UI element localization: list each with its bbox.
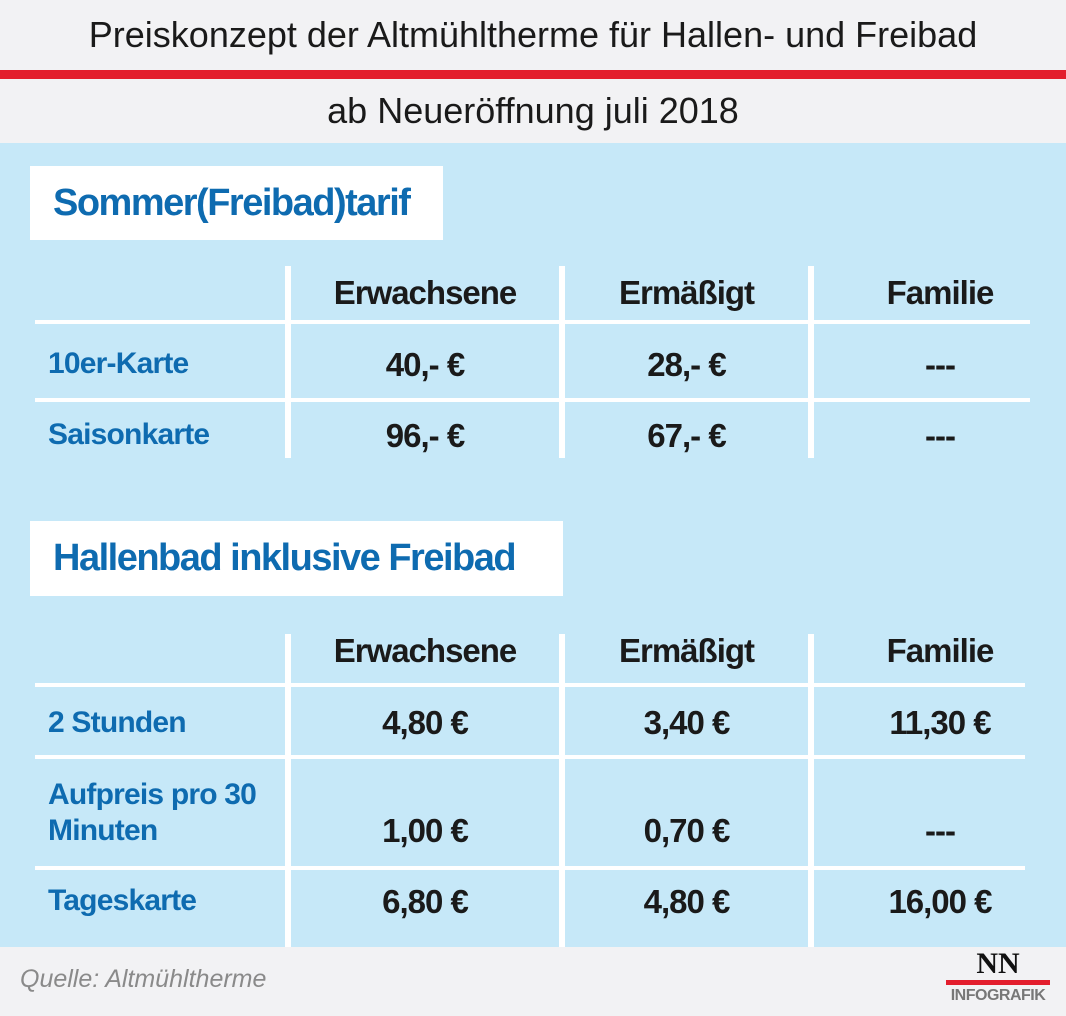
row-label: Saisonkarte: [48, 418, 210, 451]
price-cell: 3,40 €: [643, 704, 731, 741]
logo-top: NN: [976, 947, 1020, 980]
grid-line: [35, 398, 1030, 402]
source-note: Quelle: Altmühltherme: [20, 965, 267, 993]
grid-line: [35, 755, 1025, 759]
logo-bottom: INFOGRAFIK: [950, 987, 1046, 1004]
price-cell: 4,80 €: [382, 704, 469, 741]
grid-line: [35, 683, 1025, 687]
price-cell: ---: [925, 346, 956, 383]
row-label: 2 Stunden: [48, 706, 187, 739]
column-header: Ermäßigt: [618, 632, 755, 669]
price-cell: 67,- €: [647, 417, 726, 454]
grid-line: [285, 266, 291, 458]
price-cell: 4,80 €: [643, 883, 731, 920]
column-header: Erwachsene: [333, 632, 518, 669]
row-label: Aufpreis pro 30 Minuten: [48, 778, 257, 847]
logo-red-bar: [946, 980, 1050, 985]
grid-line: [35, 320, 1030, 324]
column-header: Familie: [886, 632, 995, 669]
price-cell: 16,00 €: [888, 883, 992, 920]
subtitle: ab Neueröffnung juli 2018: [327, 90, 739, 131]
section-title-indoor: Hallenbad inklusive Freibad: [30, 521, 563, 596]
grid-line: [559, 266, 565, 458]
price-cell: 96,- €: [385, 417, 465, 454]
grid-line: [808, 266, 814, 458]
column-header: Ermäßigt: [618, 274, 755, 311]
price-cell: ---: [925, 417, 956, 454]
section-title-summer: Sommer(Freibad)tarif: [30, 166, 443, 240]
price-cell: 6,80 €: [382, 883, 469, 920]
page-title: Preiskonzept der Altmühltherme für Halle…: [88, 14, 978, 55]
price-cell: 1,00 €: [382, 812, 469, 849]
grid-line: [285, 634, 291, 947]
price-cell: 28,- €: [647, 346, 726, 383]
price-cell: ---: [925, 812, 956, 849]
price-cell: 40,- €: [385, 346, 465, 383]
grid-line: [559, 634, 565, 947]
row-label: Tageskarte: [48, 884, 197, 917]
price-cell: 0,70 €: [643, 812, 731, 849]
grid-line: [35, 866, 1025, 870]
column-header: Erwachsene: [333, 274, 518, 311]
row-label: 10er-Karte: [48, 347, 189, 380]
red-divider: [0, 70, 1066, 79]
price-cell: 11,30 €: [889, 704, 991, 741]
grid-line: [808, 634, 814, 947]
nn-infografik-logo: NN INFOGRAFIK: [946, 947, 1050, 1005]
column-header: Familie: [886, 274, 995, 311]
